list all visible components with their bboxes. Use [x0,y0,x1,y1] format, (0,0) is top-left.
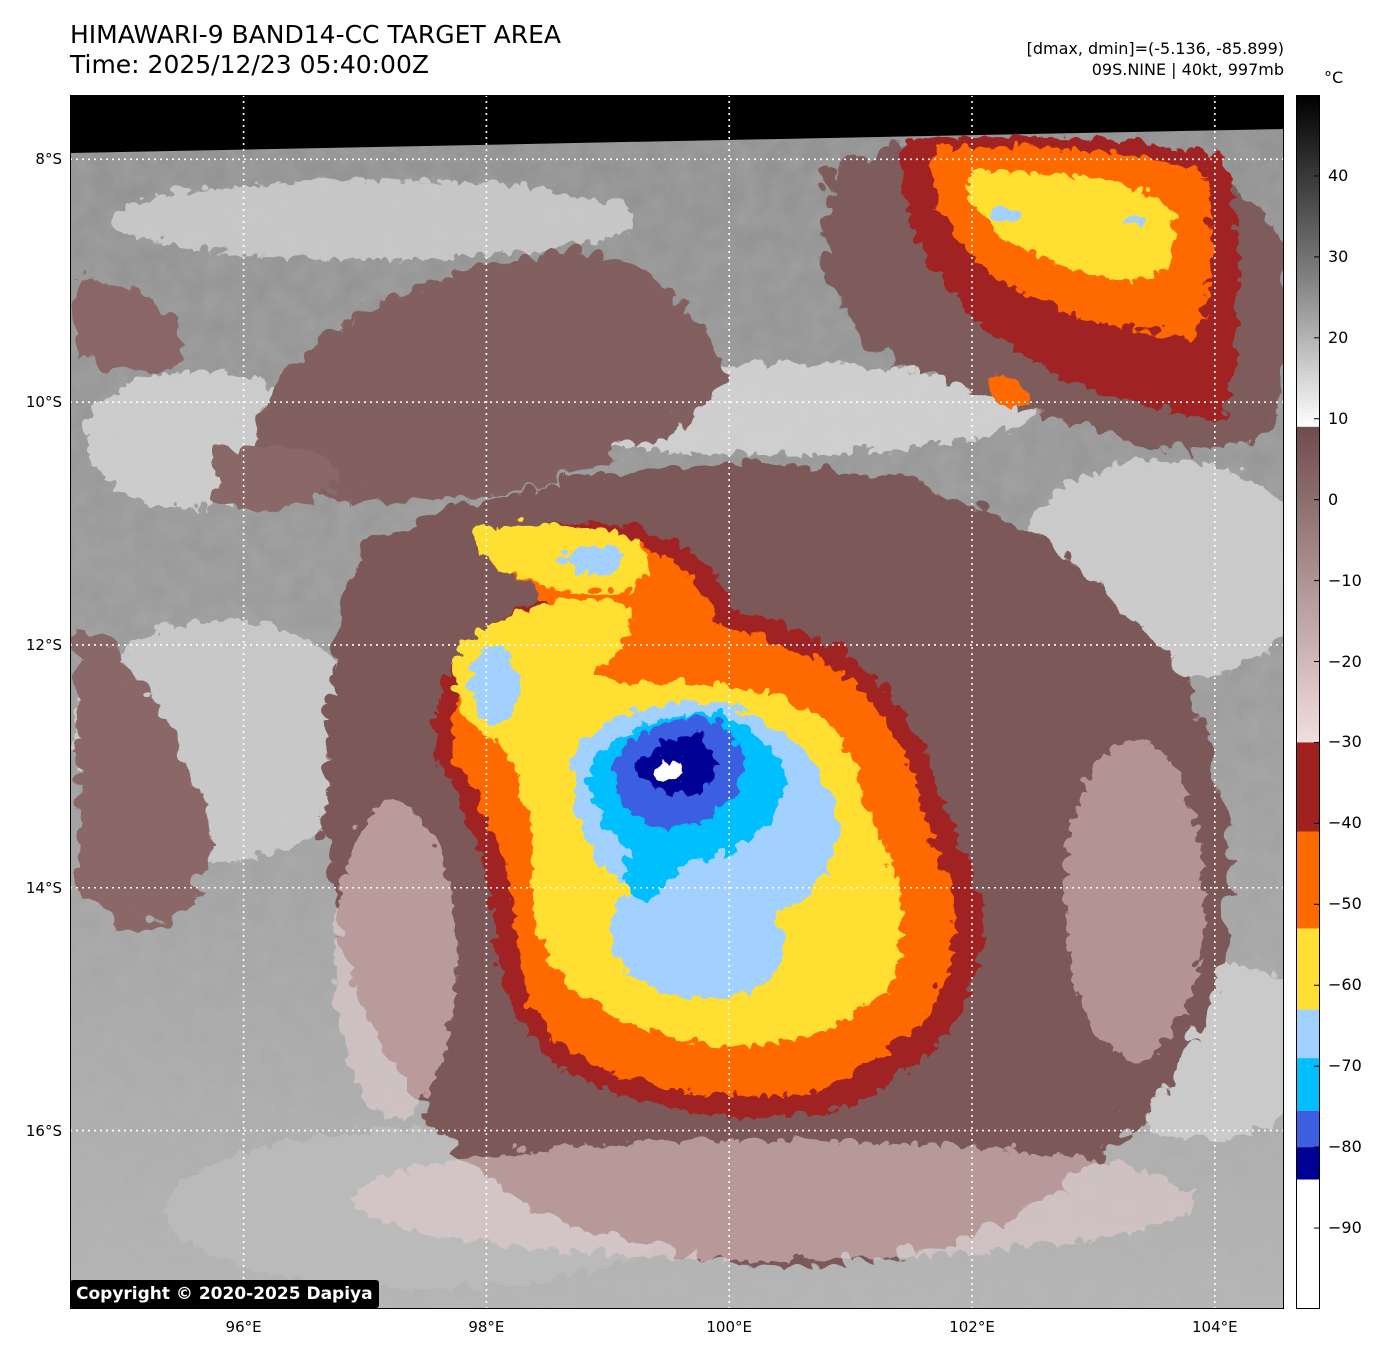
cbar-royal-blue-segment [1296,1110,1320,1148]
graticule [70,95,1284,1309]
northeast-convection [898,131,1235,415]
cbar-tick-label-13: −90 [1328,1218,1362,1238]
cbar-white-segment [1296,1179,1320,1309]
storm-info: [dmax, dmin]=(-5.136, -85.899) 09S.NINE … [1027,38,1284,80]
lat-label-1: 10°S [25,393,62,412]
cbar-tick-label-8: −40 [1328,813,1362,833]
info-line-2: 09S.NINE | 40kt, 997mb [1091,60,1284,79]
cbar-light-blue-segment [1296,1009,1320,1059]
cyclone-cold-cloud-tops [430,516,979,1113]
satellite-map [70,95,1284,1309]
info-line-1: [dmax, dmin]=(-5.136, -85.899) [1026,39,1284,58]
cbar-tick-label-9: −50 [1328,894,1362,914]
cbar-tick-label-2: 20 [1328,327,1349,347]
lat-label-3: 14°S [25,878,62,897]
cbar-tick-label-4: 0 [1328,489,1339,509]
lon-label-0: 96°E [225,1318,262,1336]
cbar-cyan-segment [1296,1058,1320,1111]
figure-title: HIMAWARI-9 BAND14-CC TARGET AREA Time: 2… [70,20,561,80]
cbar-tick-label-11: −70 [1328,1056,1362,1076]
lon-label-1: 98°E [468,1318,505,1336]
lat-label-0: 8°S [35,150,62,169]
lon-label-3: 102°E [949,1318,995,1336]
colorbar-unit: °C [1324,68,1344,87]
cbar-tick-label-1: 30 [1328,246,1349,266]
cbar-tick-label-7: −30 [1328,732,1362,752]
cbar-brown-segment [1296,426,1320,743]
cbar-tick-label-0: 40 [1328,165,1349,185]
title-line-2: Time: 2025/12/23 05:40:00Z [70,50,429,79]
cbar-gray-segment [1296,95,1320,427]
cbar-border [1296,95,1320,1309]
satellite-imagery [70,95,1284,1309]
cbar-dark-red-segment [1296,742,1320,832]
cbar-navy-segment [1296,1147,1320,1180]
lon-label-2: 100°E [706,1318,752,1336]
no-data-strip [70,95,1284,153]
cbar-tick-label-10: −60 [1328,975,1362,995]
lat-label-4: 16°S [25,1121,62,1140]
lon-label-4: 104°E [1191,1318,1238,1336]
colorbar [1296,95,1320,1309]
cbar-orange-segment [1296,831,1320,929]
cbar-yellow-segment [1296,928,1320,1010]
cirrus-edges [330,735,1200,1255]
cbar-tick-label-3: 10 [1328,408,1349,428]
copyright-badge: Copyright © 2020-2025 Dapiya [70,1280,379,1308]
cbar-tick-label-5: −10 [1328,570,1362,590]
title-line-1: HIMAWARI-9 BAND14-CC TARGET AREA [70,20,562,49]
cbar-tick-label-6: −20 [1328,651,1362,671]
lat-label-2: 12°S [25,635,62,654]
cbar-tick-label-12: −80 [1328,1137,1362,1157]
